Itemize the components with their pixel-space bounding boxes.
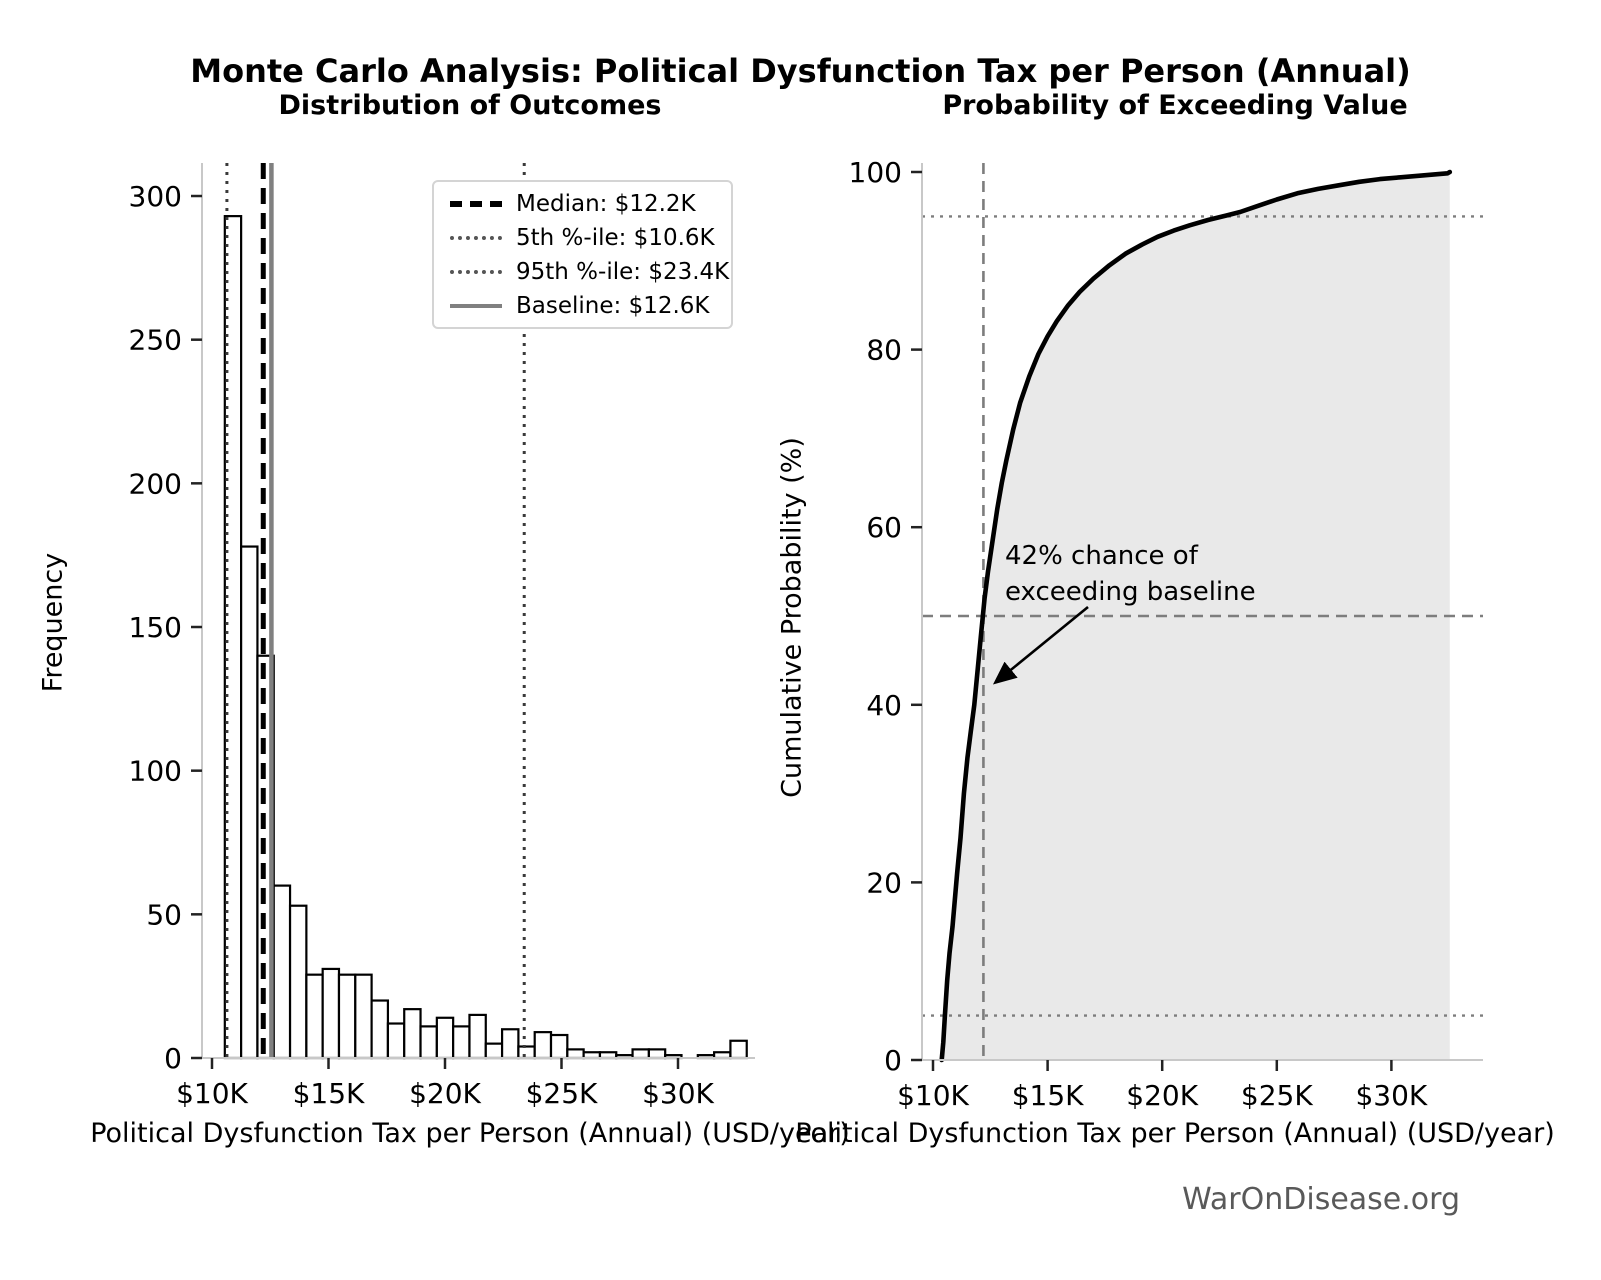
svg-text:80: 80 (866, 334, 902, 367)
left-x-axis-label: Political Dysfunction Tax per Person (An… (90, 1118, 850, 1149)
svg-text:$25K: $25K (1241, 1079, 1313, 1112)
svg-text:250: 250 (129, 324, 182, 357)
right-x-axis-label: Political Dysfunction Tax per Person (An… (795, 1118, 1555, 1149)
right-y-axis-label: Cumulative Probability (%) (776, 437, 808, 798)
legend-item-baseline: Baseline: $12.6K (434, 292, 731, 319)
cdf-annotation: 42% chance of exceeding baseline (1005, 541, 1256, 607)
svg-text:$10K: $10K (897, 1079, 969, 1112)
svg-text:200: 200 (129, 467, 182, 500)
svg-text:$20K: $20K (1126, 1079, 1198, 1112)
dotted-line-swatch-icon (450, 235, 502, 240)
svg-text:$30K: $30K (1355, 1079, 1427, 1112)
svg-text:$25K: $25K (526, 1077, 598, 1110)
svg-text:$15K: $15K (1012, 1079, 1084, 1112)
left-subplot-title: Distribution of Outcomes (278, 90, 662, 121)
dotted-line-swatch-icon (450, 269, 502, 274)
svg-text:0: 0 (164, 1042, 182, 1075)
watermark-text: WarOnDisease.org (1182, 1182, 1460, 1217)
svg-text:40: 40 (866, 689, 902, 722)
svg-text:20: 20 (866, 866, 902, 899)
svg-text:150: 150 (129, 611, 182, 644)
svg-text:50: 50 (146, 898, 182, 931)
svg-text:100: 100 (129, 755, 182, 788)
legend-label: Baseline: $12.6K (516, 292, 710, 319)
svg-text:300: 300 (129, 180, 182, 213)
histogram-plot: $10K $15K $20K $25K $30K 0 50 100 150 200 250 300 (129, 163, 755, 1110)
legend-item-5th-percentile: 5th %-ile: $10.6K (434, 224, 731, 251)
svg-text:$20K: $20K (409, 1077, 481, 1110)
svg-text:$10K: $10K (176, 1077, 248, 1110)
solid-line-swatch-icon (450, 303, 502, 308)
svg-text:$15K: $15K (293, 1077, 365, 1110)
legend-label: Median: $12.2K (516, 190, 696, 217)
cdf-plot: $10K $15K $20K $25K $30K 0 20 40 60 80 100 (849, 156, 1483, 1112)
figure-title: Monte Carlo Analysis: Political Dysfunct… (190, 52, 1411, 90)
legend-item-95th-percentile: 95th %-ile: $23.4K (434, 258, 731, 285)
svg-text:0: 0 (884, 1044, 902, 1077)
svg-text:$30K: $30K (642, 1077, 714, 1110)
right-subplot-title: Probability of Exceeding Value (942, 90, 1408, 121)
left-y-axis-label: Frequency (37, 552, 69, 693)
legend-label: 95th %-ile: $23.4K (516, 258, 730, 285)
legend-label: 5th %-ile: $10.6K (516, 224, 715, 251)
svg-text:100: 100 (849, 156, 902, 189)
legend-box: Median: $12.2K 5th %-ile: $10.6K 95th %-… (432, 180, 733, 329)
legend-item-median: Median: $12.2K (434, 190, 731, 217)
svg-text:60: 60 (866, 511, 902, 544)
median-line-swatch-icon (450, 200, 502, 207)
